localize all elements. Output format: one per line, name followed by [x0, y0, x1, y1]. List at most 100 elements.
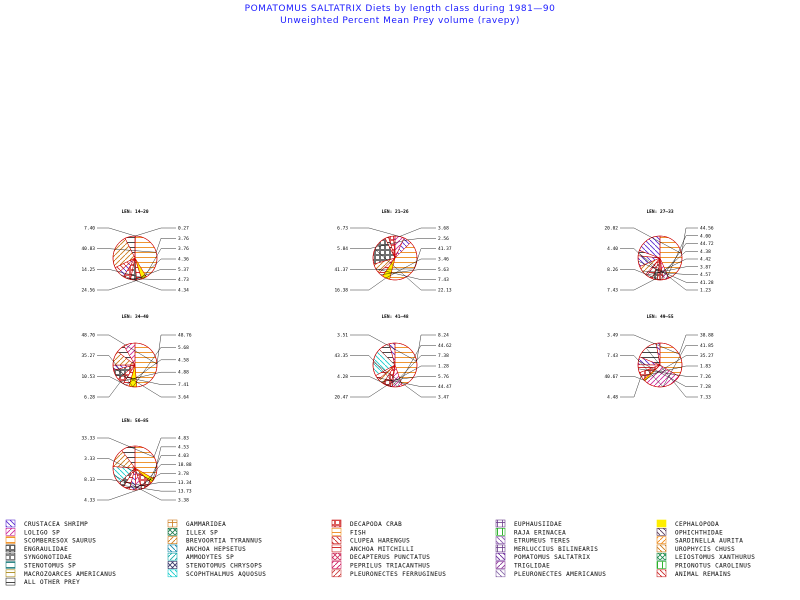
leader-line: [620, 376, 645, 381]
pie-value-label: 8.33: [84, 477, 95, 483]
leader-line: [97, 227, 136, 237]
legend-label: AMMODYTES SP: [186, 554, 234, 561]
leader-line: [146, 455, 176, 487]
legend-label: STENOTOMUS CHRYSOPS: [186, 563, 262, 570]
legend-item: LEIOSTOMUS XANTHURUS: [656, 552, 755, 561]
leader-line: [620, 279, 655, 291]
pie-value-label: 7.40: [84, 226, 95, 232]
legend-item: DECAPTERUS PUNCTATUS: [331, 552, 430, 561]
legend-swatch: [495, 544, 506, 553]
pie-title: LEN: 41—48: [381, 314, 408, 320]
legend-label: DECAPTERUS PUNCTATUS: [350, 554, 430, 561]
pie-value-label: 4.88: [178, 370, 189, 376]
pie-value-label: 4.83: [178, 436, 189, 442]
leader-line: [97, 489, 139, 501]
pie-outline: [112, 445, 158, 491]
leader-line: [156, 238, 176, 253]
legend-label: MACROZOARCES AMERICANUS: [24, 571, 116, 578]
pie-value-label: 4.40: [607, 246, 618, 252]
legend-swatch: [5, 552, 16, 561]
pie-value-label: 1.28: [438, 364, 449, 370]
legend-item: ETRUMEUS TERES: [495, 536, 570, 545]
legend-item: MACROZOARCES AMERICANUS: [5, 569, 116, 578]
pie-title: LEN: 34—40: [121, 314, 148, 320]
pie-value-label: 7.26: [700, 374, 711, 380]
legend-swatch: [331, 561, 342, 569]
leader-line: [350, 334, 417, 362]
pie-value-label: 48.76: [178, 333, 192, 339]
pie-value-label: 8.24: [438, 333, 449, 339]
legend-label: ANCHOA HEPSETUS: [186, 546, 246, 553]
pie-value-label: 3.51: [337, 333, 348, 339]
pie-value-label: 3.76: [178, 246, 189, 252]
pie-value-label: 2.56: [438, 236, 449, 242]
legend-item: GAMMARIDEA: [167, 519, 226, 528]
legend-swatch: [167, 519, 178, 528]
legend-item: ANCHOA HEPSETUS: [167, 544, 246, 553]
pie-title: LEN: 49—55: [646, 314, 673, 320]
legend-swatch: [5, 519, 16, 528]
legend-label: OPHICHTHIDAE: [675, 529, 723, 536]
leader-line: [620, 248, 667, 280]
leader-line: [385, 258, 436, 279]
legend-swatch: [5, 544, 16, 553]
legend-label: ANIMAL REMAINS: [675, 571, 731, 578]
pie-panel: LEN: 41—48 3.51 43.35 4.28 20.47 8.24 44.62 7.3…: [334, 314, 451, 401]
leader-line: [350, 277, 387, 291]
leader-line: [407, 238, 436, 241]
leader-line: [681, 227, 698, 254]
legend-label: ETRUMEUS TERES: [514, 538, 570, 545]
leader-line: [97, 479, 148, 487]
pie-value-label: 4.58: [178, 357, 189, 363]
legend-swatch: [5, 536, 16, 544]
legend-swatch: [495, 552, 506, 561]
leader-line: [620, 355, 664, 387]
pie-value-label: 5.84: [337, 246, 348, 252]
pie-outline: [372, 235, 418, 281]
legend-item: PLEURONECTES AMERICANUS: [495, 569, 606, 578]
legend-item: PRIONOTUS CAROLINUS: [656, 561, 751, 570]
legend-swatch: [331, 519, 342, 528]
leader-line: [97, 279, 140, 291]
leader-line: [126, 482, 176, 489]
pie-value-label: 3.38: [178, 498, 189, 504]
pie-value-label: 33.33: [81, 436, 95, 442]
legend-swatch: [5, 561, 16, 569]
legend-swatch: [167, 544, 178, 553]
leader-line: [638, 261, 698, 283]
legend-item: LOLIGO SP: [5, 527, 60, 536]
legend-swatch: [331, 552, 342, 561]
pie-value-label: 40.67: [604, 374, 618, 380]
legend-item: CRUSTACEA SHRIMP: [5, 519, 88, 528]
pie-title: LEN: 21—26: [381, 209, 408, 215]
pie-value-label: 3.47: [438, 395, 449, 401]
pie-value-label: 48.70: [81, 333, 95, 339]
legend-item: RAJA ERINACEA: [495, 527, 566, 536]
legend-label: RAJA ERINACEA: [514, 529, 566, 536]
leader-line: [376, 377, 436, 387]
leader-line: [97, 355, 134, 388]
legend-item: EUPHAUSIIDAE: [495, 519, 562, 528]
legend-swatch: [331, 536, 342, 544]
legend-swatch: [331, 569, 342, 578]
pie-value-label: 41.37: [334, 267, 348, 273]
leader-line: [120, 372, 176, 382]
pie-value-label: 4.00: [700, 233, 711, 239]
legend-swatch: [656, 527, 667, 536]
pie-value-label: 44.72: [700, 241, 714, 247]
leader-line: [138, 464, 176, 490]
legend-label: PRIONOTUS CAROLINUS: [675, 563, 751, 570]
legend-label: TRIGLIDAE: [514, 563, 550, 570]
pie-value-label: 4.36: [178, 257, 189, 263]
pie-value-label: 6.73: [337, 226, 348, 232]
legend-item: CEPHALOPODA: [656, 519, 719, 528]
pie-value-label: 3.64: [178, 395, 189, 401]
leader-line: [138, 258, 176, 280]
legend-item: CLUPEA HARENGUS: [331, 536, 410, 545]
legend-swatch: [5, 527, 16, 536]
pie-panel: LEN: 14—20 7.40 40.83 14.25 24.56 0.27 3.76 3.7…: [81, 209, 189, 294]
pie-outline: [637, 342, 683, 388]
pie-value-label: 4.38: [700, 249, 711, 255]
legend-item: MERLUCCIUS BILINEARIS: [495, 544, 598, 553]
pie-value-label: 14.25: [81, 267, 95, 273]
